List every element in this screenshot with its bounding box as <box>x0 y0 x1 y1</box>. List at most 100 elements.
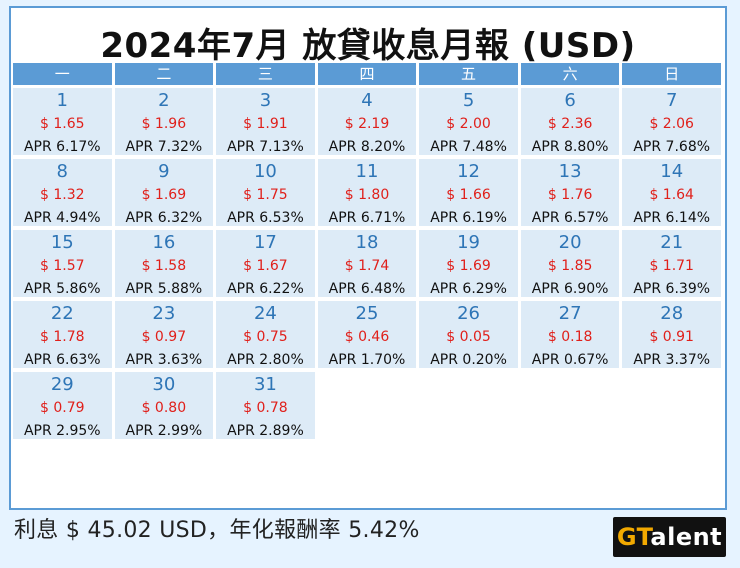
apr-rate: APR 2.80% <box>227 352 304 368</box>
apr-rate: APR 6.63% <box>23 352 101 368</box>
apr-rate: APR 6.71% <box>328 210 406 226</box>
day-number: 26 <box>457 303 481 324</box>
day-number: 2 <box>158 90 170 111</box>
day-number: 8 <box>56 161 68 182</box>
apr-rate: APR 2.99% <box>125 423 203 439</box>
day-number: 27 <box>558 303 582 324</box>
day-number: 23 <box>152 303 176 324</box>
interest-amount: $ 0.91 <box>649 329 694 345</box>
interest-amount: $ 1.67 <box>243 258 288 274</box>
logo-part-1: GT <box>616 523 651 551</box>
day-number: 28 <box>660 303 684 324</box>
day-cell: 1 $ 1.65 APR 6.17% <box>13 88 112 155</box>
gtalent-logo: GTalent <box>613 517 726 557</box>
apr-rate: APR 7.13% <box>227 139 304 155</box>
interest-amount: $ 1.69 <box>141 187 187 203</box>
interest-amount: $ 1.58 <box>141 258 187 274</box>
day-cell: 16 $ 1.58 APR 5.88% <box>114 230 214 297</box>
logo-part-2: alent <box>650 523 723 551</box>
interest-amount: $ 1.74 <box>344 258 390 274</box>
day-cell: 7 $ 2.06 APR 7.68% <box>622 88 721 155</box>
day-cell: 11 $ 1.80 APR 6.71% <box>317 159 417 226</box>
apr-rate: APR 8.20% <box>328 139 406 155</box>
apr-rate: APR 6.22% <box>227 281 304 297</box>
day-cell: 29 $ 0.79 APR 2.95% <box>13 372 112 439</box>
apr-rate: APR 7.48% <box>430 139 507 155</box>
apr-rate: APR 3.37% <box>633 352 711 368</box>
day-cell: 9 $ 1.69 APR 6.32% <box>114 159 214 226</box>
interest-amount: $ 1.78 <box>40 329 85 345</box>
day-number: 30 <box>152 374 176 395</box>
weekday-thu: 四 <box>317 63 417 85</box>
apr-rate: APR 6.48% <box>328 281 406 297</box>
day-number: 25 <box>355 303 379 324</box>
day-cell: 26 $ 0.05 APR 0.20% <box>419 301 518 368</box>
day-number: 13 <box>558 161 582 182</box>
weekday-fri: 五 <box>419 63 518 85</box>
day-cell: 14 $ 1.64 APR 6.14% <box>622 159 721 226</box>
day-number: 31 <box>253 374 277 395</box>
interest-amount: $ 1.80 <box>344 187 390 203</box>
apr-rate: APR 8.80% <box>531 139 609 155</box>
weekday-mon: 一 <box>13 63 112 85</box>
day-number: 9 <box>158 161 170 182</box>
day-cell: 24 $ 0.75 APR 2.80% <box>216 301 315 368</box>
day-cell: 8 $ 1.32 APR 4.94% <box>13 159 112 226</box>
day-number: 4 <box>361 90 373 111</box>
day-cell: 18 $ 1.74 APR 6.48% <box>317 230 417 297</box>
interest-amount: $ 0.46 <box>344 329 390 345</box>
day-number: 22 <box>50 303 74 324</box>
interest-amount: $ 2.36 <box>547 116 593 132</box>
apr-rate: APR 6.53% <box>227 210 304 226</box>
day-cell: 30 $ 0.80 APR 2.99% <box>114 372 214 439</box>
interest-amount: $ 1.65 <box>40 116 85 132</box>
interest-amount: $ 2.00 <box>446 116 491 132</box>
day-number: 1 <box>56 90 68 111</box>
day-cell: 28 $ 0.91 APR 3.37% <box>622 301 721 368</box>
apr-rate: APR 5.88% <box>125 281 203 297</box>
day-number: 3 <box>259 90 272 111</box>
apr-rate: APR 7.68% <box>633 139 711 155</box>
day-cell: 12 $ 1.66 APR 6.19% <box>419 159 518 226</box>
interest-amount: $ 0.05 <box>446 329 491 345</box>
apr-rate: APR 6.17% <box>23 139 101 155</box>
weekday-wed: 三 <box>216 63 315 85</box>
day-cell: 10 $ 1.75 APR 6.53% <box>216 159 315 226</box>
interest-amount: $ 1.76 <box>547 187 593 203</box>
day-cell: 4 $ 2.19 APR 8.20% <box>317 88 417 155</box>
day-number: 14 <box>660 161 684 182</box>
interest-amount: $ 1.57 <box>40 258 85 274</box>
day-number: 17 <box>253 232 277 253</box>
day-number: 7 <box>665 90 678 111</box>
apr-rate: APR 1.70% <box>328 352 406 368</box>
day-number: 24 <box>253 303 277 324</box>
day-cell: 6 $ 2.36 APR 8.80% <box>520 88 620 155</box>
interest-amount: $ 0.97 <box>141 329 187 345</box>
apr-rate: APR 7.32% <box>125 139 203 155</box>
day-cell: 31 $ 0.78 APR 2.89% <box>216 372 315 439</box>
interest-amount: $ 0.75 <box>243 329 288 345</box>
day-cell: 13 $ 1.76 APR 6.57% <box>520 159 620 226</box>
day-number: 16 <box>152 232 176 253</box>
interest-amount: $ 1.32 <box>40 187 85 203</box>
apr-rate: APR 0.67% <box>531 352 609 368</box>
interest-amount: $ 1.69 <box>446 258 491 274</box>
day-number: 19 <box>457 232 481 253</box>
day-cell: 19 $ 1.69 APR 6.29% <box>419 230 518 297</box>
interest-amount: $ 2.19 <box>344 116 390 132</box>
interest-amount: $ 1.75 <box>243 187 288 203</box>
apr-rate: APR 2.89% <box>227 423 304 439</box>
day-cell: 3 $ 1.91 APR 7.13% <box>216 88 315 155</box>
interest-amount: $ 1.96 <box>141 116 187 132</box>
day-number: 12 <box>457 161 481 182</box>
apr-rate: APR 6.19% <box>430 210 507 226</box>
day-cell: 22 $ 1.78 APR 6.63% <box>13 301 112 368</box>
apr-rate: APR 6.29% <box>430 281 507 297</box>
interest-amount: $ 0.18 <box>547 329 593 345</box>
weekday-header: 一 二 三 四 五 六 日 <box>13 63 721 85</box>
day-number: 29 <box>50 374 74 395</box>
interest-amount: $ 2.06 <box>649 116 694 132</box>
interest-amount: $ 1.91 <box>243 116 288 132</box>
day-number: 10 <box>253 161 277 182</box>
report-title: 2024年7月 放貸收息月報 (USD) <box>100 26 636 66</box>
